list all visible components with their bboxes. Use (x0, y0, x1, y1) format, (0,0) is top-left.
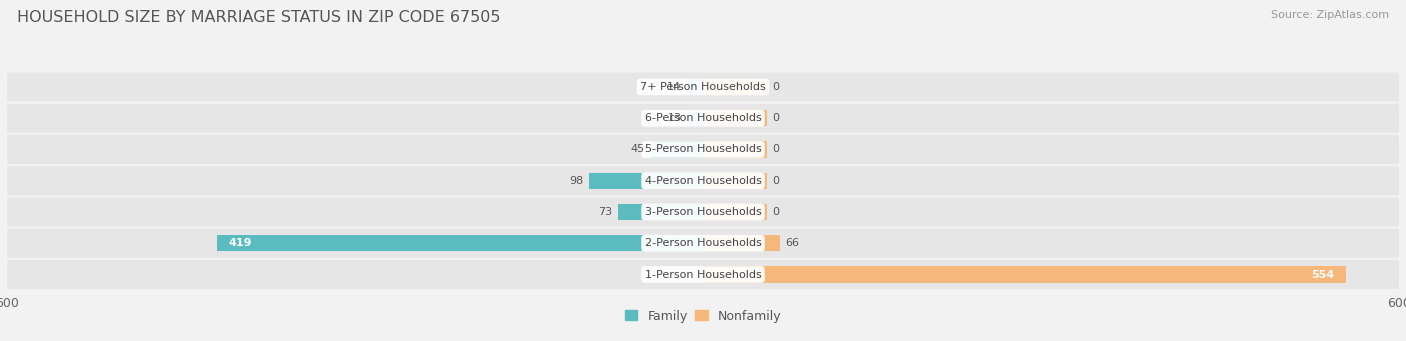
FancyBboxPatch shape (7, 229, 1399, 258)
Bar (703, 266, 1346, 283)
Text: 4-Person Households: 4-Person Households (644, 176, 762, 186)
Bar (619, 204, 703, 220)
Text: 7+ Person Households: 7+ Person Households (640, 82, 766, 92)
Text: 14: 14 (666, 82, 681, 92)
Text: 419: 419 (229, 238, 252, 248)
Text: 0: 0 (773, 207, 779, 217)
FancyBboxPatch shape (7, 73, 1399, 101)
Bar (688, 110, 703, 126)
Text: HOUSEHOLD SIZE BY MARRIAGE STATUS IN ZIP CODE 67505: HOUSEHOLD SIZE BY MARRIAGE STATUS IN ZIP… (17, 10, 501, 25)
Bar (703, 110, 766, 126)
FancyBboxPatch shape (7, 166, 1399, 195)
Text: 98: 98 (569, 176, 583, 186)
FancyBboxPatch shape (7, 135, 1399, 164)
FancyBboxPatch shape (7, 197, 1399, 226)
Bar (703, 79, 766, 95)
Text: 6-Person Households: 6-Person Households (644, 113, 762, 123)
Text: 5-Person Households: 5-Person Households (644, 145, 762, 154)
Text: 0: 0 (773, 113, 779, 123)
Bar (589, 173, 703, 189)
Bar (703, 204, 766, 220)
Text: 0: 0 (773, 145, 779, 154)
Bar (686, 79, 703, 95)
Text: 45: 45 (631, 145, 645, 154)
Text: 1-Person Households: 1-Person Households (644, 269, 762, 280)
Text: 2-Person Households: 2-Person Households (644, 238, 762, 248)
Text: 0: 0 (773, 176, 779, 186)
Bar (703, 141, 766, 158)
Bar (217, 235, 703, 251)
FancyBboxPatch shape (7, 260, 1399, 289)
FancyBboxPatch shape (7, 104, 1399, 133)
Bar (651, 141, 703, 158)
Text: 0: 0 (773, 82, 779, 92)
Bar (703, 173, 766, 189)
Text: 13: 13 (668, 113, 682, 123)
Legend: Family, Nonfamily: Family, Nonfamily (620, 305, 786, 327)
Text: Source: ZipAtlas.com: Source: ZipAtlas.com (1271, 10, 1389, 20)
Text: 66: 66 (786, 238, 800, 248)
Text: 3-Person Households: 3-Person Households (644, 207, 762, 217)
Text: 554: 554 (1310, 269, 1334, 280)
Bar (703, 235, 779, 251)
Text: 73: 73 (599, 207, 613, 217)
